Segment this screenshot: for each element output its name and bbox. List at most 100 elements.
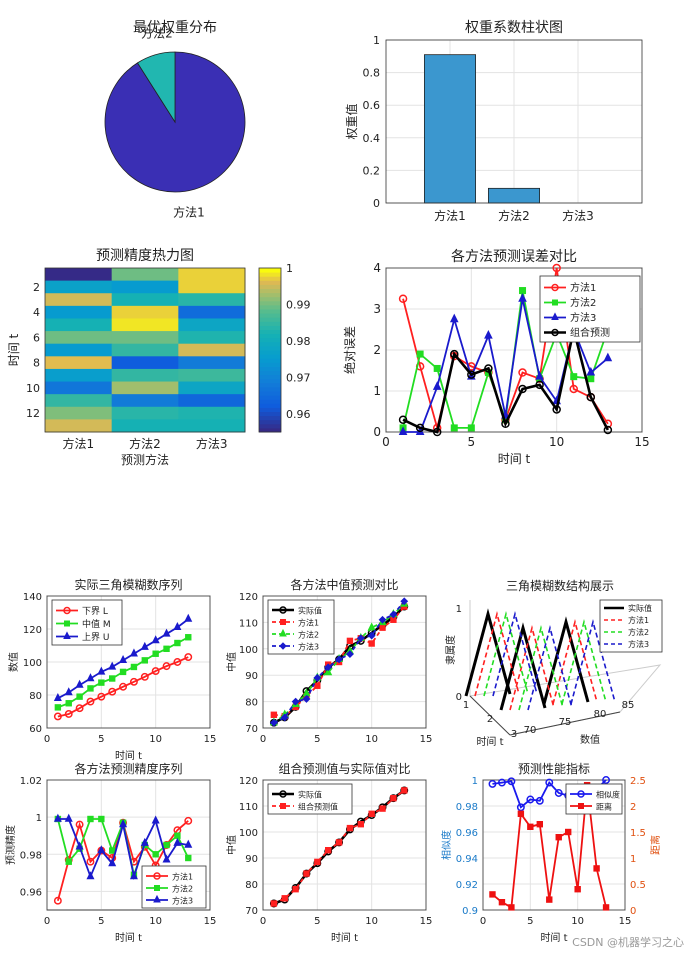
tri-point-1-2: [76, 693, 83, 700]
err-point-1-10: [570, 373, 578, 381]
tri-series-line-0: [57, 656, 189, 718]
heat-colorbar-step: [259, 427, 281, 433]
tri-point-2-12: [184, 613, 193, 622]
bar-y-tick-label: 1: [373, 34, 380, 47]
err-point-3-9: [552, 405, 561, 414]
struct-z-tick-label: 1: [456, 604, 462, 615]
heat-colorbar-tick-label: 0.97: [286, 371, 311, 384]
err-point-3-6: [501, 419, 510, 429]
perf-point-1-3: [517, 810, 525, 817]
heat-cell-7-1: [111, 356, 179, 370]
struct-x-label: 时间 t: [476, 735, 503, 748]
err-point-1-4: [467, 424, 475, 432]
tri-y-tick-label: 80: [29, 691, 42, 702]
tri-point-2-6: [119, 655, 128, 664]
bar-category-label-0: 方法1: [434, 208, 466, 223]
acc-point-2-2: [75, 841, 84, 850]
struct-legend-label-1: 方法1: [628, 615, 649, 625]
mid-point-3-6: [335, 655, 343, 664]
mid-legend-label-0: 实际值: [298, 606, 322, 616]
heat-colorbar-tick-label: 0.96: [286, 408, 311, 421]
struct-y-tick-label: 75: [559, 717, 572, 728]
comb-x-tick-label: 5: [314, 916, 320, 927]
mid-point-1-10: [379, 624, 386, 631]
acc-point-1-1: [65, 858, 72, 865]
perf-y2-tick-label: 0: [630, 906, 636, 917]
struct-triangle-2-0: [483, 610, 529, 697]
comb-point-1-6: [335, 839, 343, 846]
bar-y-tick-label: 0: [373, 197, 380, 210]
struct-triangle-0-1: [499, 622, 547, 711]
tri-point-2-1: [64, 687, 73, 696]
acc-point-2-9: [151, 815, 160, 824]
acc-legend-marker-2: [153, 894, 161, 903]
mid-legend-marker-1: [280, 619, 286, 625]
comb-legend-marker-1: [280, 803, 286, 809]
err-legend-marker-1: [552, 299, 558, 306]
acc-point-2-6: [119, 819, 128, 828]
tri-point-1-0: [54, 704, 62, 711]
comb-point-1-7: [346, 824, 354, 832]
comb-y-tick-label: 90: [245, 854, 258, 865]
err-y-label: 绝对误差: [342, 326, 357, 374]
heat-colorbar-tick-label: 0.98: [286, 335, 311, 348]
err-point-0-9: [552, 263, 561, 273]
acc-point-2-3: [86, 871, 95, 880]
err-point-2-2: [432, 381, 442, 390]
tri-point-1-1: [65, 700, 72, 707]
tri-legend-label-1: 中值 M: [82, 618, 111, 630]
perf-y-tick-label: 0.94: [456, 854, 478, 865]
acc-point-1-12: [185, 854, 192, 862]
err-y-tick-label: 1: [373, 384, 381, 398]
mid-point-3-0: [269, 718, 278, 727]
err-legend-label-2: 方法3: [570, 311, 596, 324]
heat-colorbar-step: [259, 366, 281, 371]
bar-category-label-1: 方法2: [498, 208, 530, 223]
tri-legend-marker-2: [63, 631, 71, 639]
perf-y2-label: 距离: [649, 835, 662, 855]
comb-axes-frame: [262, 779, 427, 911]
comb-point-1-2: [292, 886, 299, 893]
mid-point-3-12: [400, 597, 409, 606]
struct-triangle-1-1: [509, 624, 555, 711]
mid-legend-marker-0: [279, 606, 287, 614]
tri-point-2-5: [108, 661, 117, 670]
struct-title: 三角模糊数结构展示: [506, 578, 614, 593]
heat-colorbar-step: [259, 423, 281, 429]
tri-point-1-12: [185, 634, 192, 641]
mid-legend-label-2: 方法2: [298, 630, 319, 640]
perf-x-tick-label: 5: [527, 916, 533, 927]
heat-cell-6-1: [111, 343, 179, 357]
heat-y-tick-label: 8: [33, 357, 40, 370]
struct-triangle-3-0: [492, 610, 538, 697]
bar-axes-frame: [385, 39, 643, 204]
heat-colorbar-step: [259, 329, 281, 335]
perf-legend-marker-1: [578, 803, 584, 809]
heat-colorbar-step: [259, 296, 281, 302]
perf-y2-tick-label: 2: [630, 802, 636, 813]
err-point-1-2: [433, 364, 441, 372]
comb-point-1-4: [314, 858, 321, 866]
perf-legend-label-0: 相似度: [596, 790, 620, 800]
comb-y-tick-label: 80: [245, 880, 258, 891]
mid-x-tick-label: 10: [365, 734, 378, 745]
heat-colorbar-step: [259, 370, 281, 376]
err-point-1-1: [416, 350, 424, 358]
perf-y-tick-label: 0.96: [456, 828, 478, 839]
mid-title: 各方法中值预测对比: [290, 577, 398, 592]
perf-y-tick-label: 0.92: [456, 880, 478, 891]
acc-legend-label-2: 方法3: [172, 896, 193, 906]
heat-cell-9-1: [111, 381, 179, 395]
tri-legend-label-0: 下界 L: [82, 606, 108, 617]
bar-y-tick-label: 0.6: [363, 99, 381, 112]
perf-x-tick-label: 15: [619, 916, 632, 927]
heat-y-tick-label: 10: [26, 382, 40, 395]
heat-cell-4-2: [178, 318, 246, 332]
tri-point-0-1: [64, 710, 73, 718]
heat-x-tick-label-0: 方法1: [63, 436, 95, 451]
acc-point-1-11: [174, 832, 181, 839]
heat-colorbar-step: [259, 411, 281, 417]
bar-y-label: 权重值: [344, 103, 359, 139]
heat-colorbar-step: [259, 272, 281, 277]
acc-point-1-10: [163, 841, 170, 849]
